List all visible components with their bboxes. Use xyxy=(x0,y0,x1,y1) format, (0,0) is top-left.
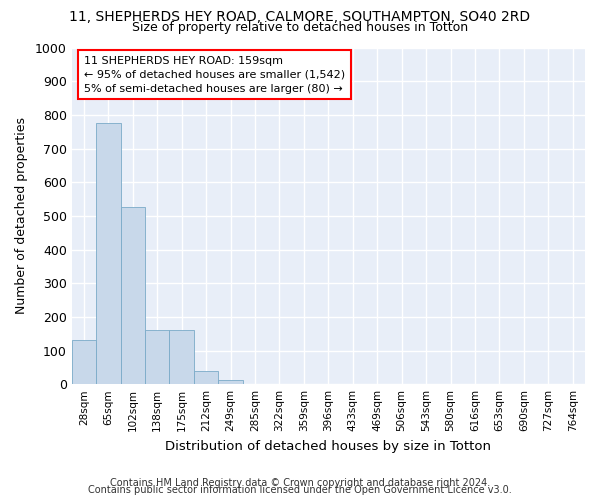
Bar xyxy=(96,124,121,384)
Bar xyxy=(169,330,194,384)
Bar xyxy=(218,380,243,384)
Bar xyxy=(71,340,96,384)
Y-axis label: Number of detached properties: Number of detached properties xyxy=(15,118,28,314)
Text: 11 SHEPHERDS HEY ROAD: 159sqm
← 95% of detached houses are smaller (1,542)
5% of: 11 SHEPHERDS HEY ROAD: 159sqm ← 95% of d… xyxy=(84,56,345,94)
Text: Contains public sector information licensed under the Open Government Licence v3: Contains public sector information licen… xyxy=(88,485,512,495)
Bar xyxy=(121,208,145,384)
Text: Size of property relative to detached houses in Totton: Size of property relative to detached ho… xyxy=(132,21,468,34)
Bar xyxy=(145,330,169,384)
Text: Contains HM Land Registry data © Crown copyright and database right 2024.: Contains HM Land Registry data © Crown c… xyxy=(110,478,490,488)
Text: 11, SHEPHERDS HEY ROAD, CALMORE, SOUTHAMPTON, SO40 2RD: 11, SHEPHERDS HEY ROAD, CALMORE, SOUTHAM… xyxy=(70,10,530,24)
Bar xyxy=(194,372,218,384)
X-axis label: Distribution of detached houses by size in Totton: Distribution of detached houses by size … xyxy=(166,440,491,452)
